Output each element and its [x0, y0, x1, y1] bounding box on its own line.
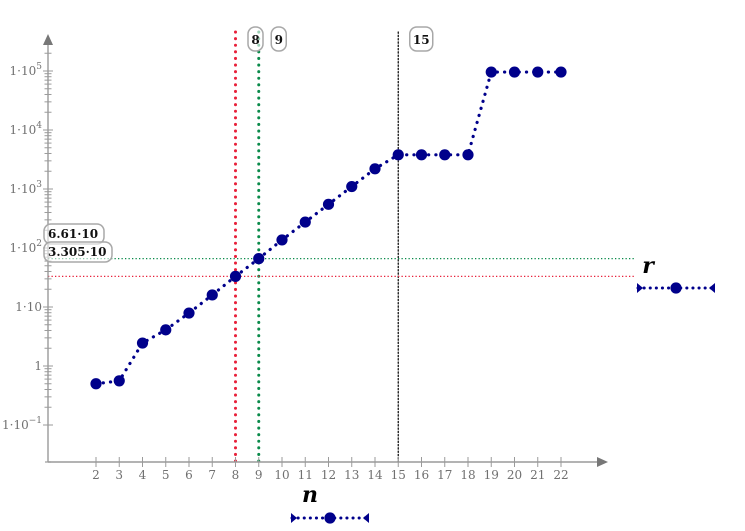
data-point[interactable]	[160, 324, 172, 336]
x-tick-label: 13	[344, 468, 359, 482]
x-tick-label: 4	[139, 468, 147, 482]
svg-text:3.305·10: 3.305·10	[48, 245, 106, 259]
x-tick-label: 5	[162, 468, 170, 482]
data-point[interactable]	[462, 149, 474, 161]
y-tick-label: 1·10−1	[2, 416, 42, 432]
x-tick-label: 18	[460, 468, 475, 482]
x-tick-label: 20	[507, 468, 522, 482]
y-tick-label: 1·104	[10, 121, 43, 137]
x-tick-label: 7	[208, 468, 216, 482]
data-point[interactable]	[113, 375, 125, 387]
x-tick-label: 3	[115, 468, 123, 482]
data-point[interactable]	[508, 66, 521, 78]
x-tick-label: 14	[367, 468, 383, 482]
svg-text:15: 15	[413, 33, 430, 47]
y-tick-label: 1·105	[10, 62, 43, 78]
x-axis-title: n	[302, 482, 318, 508]
x-tick-label: 21	[530, 468, 545, 482]
y-tick-label: 1·10	[15, 300, 42, 314]
y-tick-label: 1	[34, 359, 42, 373]
marker-labels: 8 9 15 6.61·10 3.305·10	[43, 26, 434, 263]
data-point[interactable]	[90, 378, 102, 390]
marker-label-box-15[interactable]	[409, 26, 434, 52]
legend-sample-r	[636, 282, 716, 294]
x-tick-label: 22	[553, 468, 568, 482]
data-point[interactable]	[276, 234, 288, 246]
y-axis-arrow-icon	[43, 34, 53, 45]
svg-text:8: 8	[251, 33, 259, 47]
data-point[interactable]	[299, 216, 311, 228]
x-tick-label: 19	[484, 468, 499, 482]
data-point[interactable]	[136, 337, 149, 349]
data-point[interactable]	[206, 289, 218, 301]
x-tick-label: 2	[92, 468, 100, 482]
data-point[interactable]	[485, 66, 497, 78]
x-tick-label: 11	[298, 468, 313, 482]
x-tick-label: 17	[437, 468, 452, 482]
y-tick-label: 1·102	[10, 239, 42, 255]
series-line	[94, 70, 563, 386]
x-tick-label: 9	[255, 468, 263, 482]
x-tick-label: 15	[391, 468, 406, 482]
x-tick-label: 16	[414, 468, 429, 482]
svg-text:9: 9	[275, 33, 283, 47]
x-tick-label: 10	[274, 468, 289, 482]
data-point[interactable]	[322, 198, 335, 210]
data-point[interactable]	[369, 163, 381, 175]
x-tick-label: 12	[321, 468, 336, 482]
legend-tail-icon	[291, 513, 297, 523]
legend: r n	[290, 253, 716, 524]
data-point[interactable]	[229, 270, 242, 282]
marker-lines	[48, 30, 636, 464]
data-point[interactable]	[392, 149, 404, 161]
x-tick-label: 6	[185, 468, 193, 482]
y-tick-label: 1·103	[10, 180, 43, 196]
data-point[interactable]	[532, 66, 544, 78]
marker-label-box-3.305e1[interactable]	[43, 241, 113, 263]
svg-text:6.61·10: 6.61·10	[48, 227, 98, 241]
marker-label-box-9[interactable]	[270, 26, 287, 52]
series-r	[90, 66, 567, 390]
legend-marker-icon	[324, 512, 336, 524]
x-axis-arrow-icon	[597, 457, 608, 467]
legend-tail-icon	[637, 283, 643, 293]
legend-head-icon	[709, 283, 715, 293]
legend-marker-icon	[670, 282, 682, 294]
data-point[interactable]	[346, 180, 358, 193]
legend-sample-n	[290, 512, 370, 524]
data-point[interactable]	[253, 253, 265, 265]
data-point[interactable]	[555, 66, 567, 78]
data-point[interactable]	[439, 149, 451, 161]
data-point[interactable]	[415, 149, 428, 161]
x-tick-label: 8	[232, 468, 240, 482]
marker-label-box-8[interactable]	[247, 26, 264, 52]
data-point[interactable]	[183, 307, 195, 319]
legend-label-r: r	[642, 253, 655, 279]
legend-head-icon	[363, 513, 369, 523]
